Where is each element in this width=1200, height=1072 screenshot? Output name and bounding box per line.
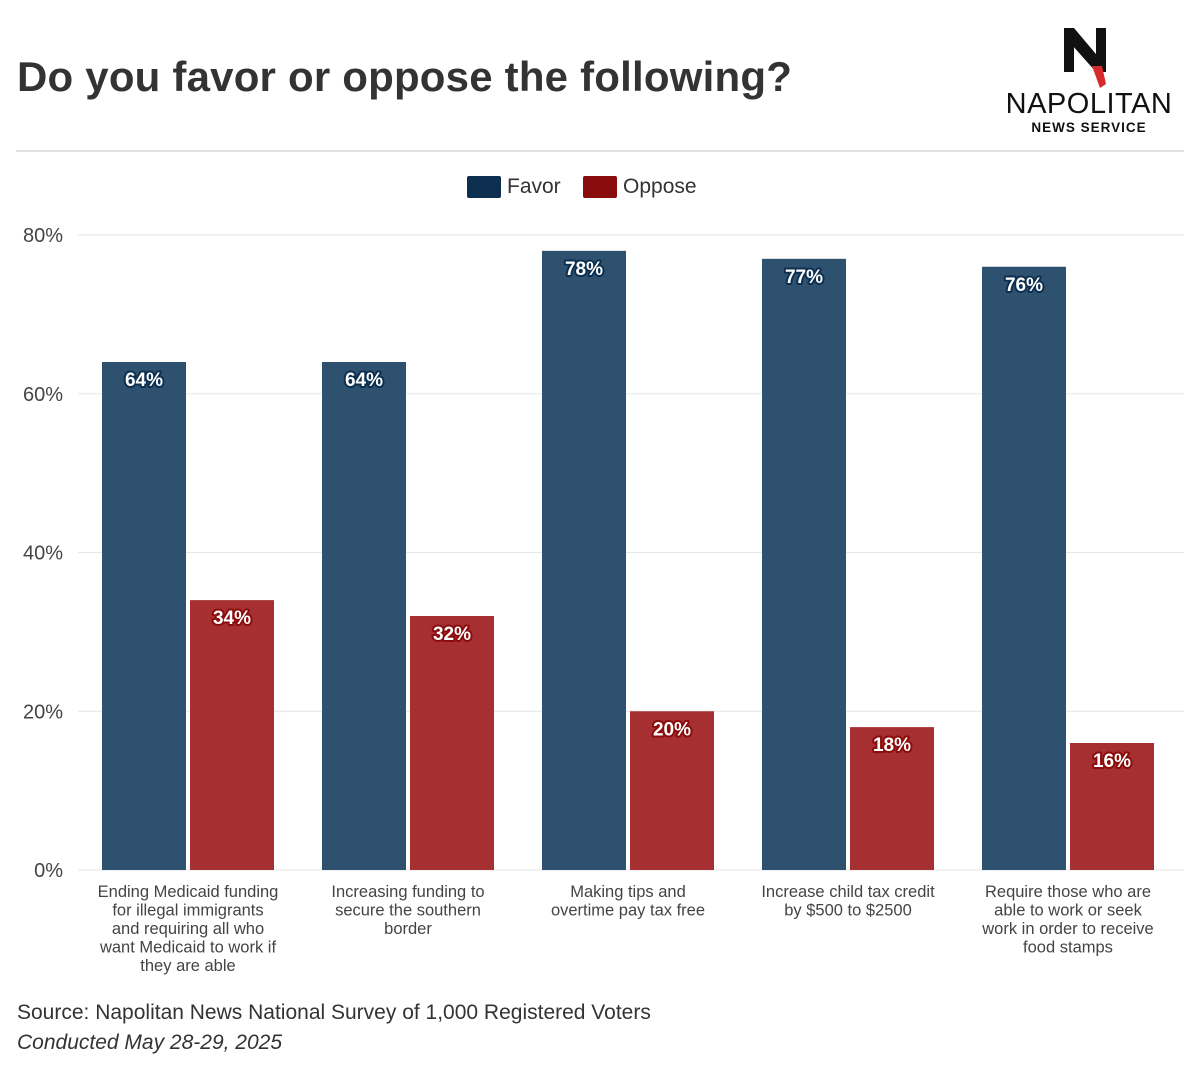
data-label: 64% <box>125 370 163 391</box>
bar-oppose <box>630 711 714 870</box>
data-label: 77% <box>785 267 823 288</box>
y-tick-label: 40% <box>23 543 63 565</box>
x-category-label: Require those who are able to work or see… <box>981 883 1154 957</box>
data-label: 32% <box>433 624 471 645</box>
x-category-label: Increasing funding to secure the southern… <box>331 883 484 938</box>
data-label: 76% <box>1005 275 1043 296</box>
y-tick-label: 80% <box>23 225 63 247</box>
bar-favor <box>102 362 186 870</box>
legend-item-favor: Favor <box>467 172 561 202</box>
x-category-label: Making tips and overtime pay tax free <box>551 883 705 920</box>
bar-oppose <box>850 727 934 870</box>
data-label: 64% <box>345 370 383 391</box>
chart-title: Do you favor or oppose the following? <box>17 53 793 100</box>
bar-favor <box>762 258 846 870</box>
data-label: 18% <box>873 735 911 756</box>
bar-favor <box>322 362 406 870</box>
legend-label-favor: Favor <box>507 175 561 198</box>
bar-oppose <box>1070 743 1154 870</box>
napolitan-n-logo-icon <box>1064 28 1106 88</box>
bar-oppose <box>410 616 494 870</box>
y-tick-label: 0% <box>34 860 63 882</box>
legend-swatch-favor <box>467 176 501 198</box>
data-label: 34% <box>213 608 251 629</box>
header-divider <box>16 150 1184 152</box>
y-tick-label: 60% <box>23 384 63 406</box>
bar-oppose <box>190 600 274 870</box>
napolitan-logo: NAPOLITAN NEWS SERVICE <box>1000 26 1178 138</box>
legend-swatch-oppose <box>583 176 617 198</box>
data-label: 16% <box>1093 751 1131 772</box>
survey-date: Conducted May 28-29, 2025 <box>17 1031 283 1054</box>
data-label: 20% <box>653 719 691 740</box>
legend: Favor Oppose <box>0 172 1200 202</box>
logo-name: NAPOLITAN <box>1005 88 1173 120</box>
data-label: 78% <box>565 259 603 280</box>
x-category-label: Increase child tax credit by $500 to $250… <box>761 883 935 920</box>
legend-label-oppose: Oppose <box>623 175 697 198</box>
bar-favor <box>542 250 626 870</box>
source-note: Source: Napolitan News National Survey o… <box>17 1001 651 1024</box>
bar-favor <box>982 266 1066 870</box>
logo-subtitle: NEWS SERVICE <box>1031 120 1147 135</box>
bar-chart: 0% 20% 40% 60% 80% 64% 34% Ending Medicaid fund… <box>23 225 1184 975</box>
x-category-label: Ending Medicaid funding for illegal immig… <box>98 883 279 975</box>
y-tick-label: 20% <box>23 701 63 723</box>
legend-item-oppose: Oppose <box>583 172 697 202</box>
